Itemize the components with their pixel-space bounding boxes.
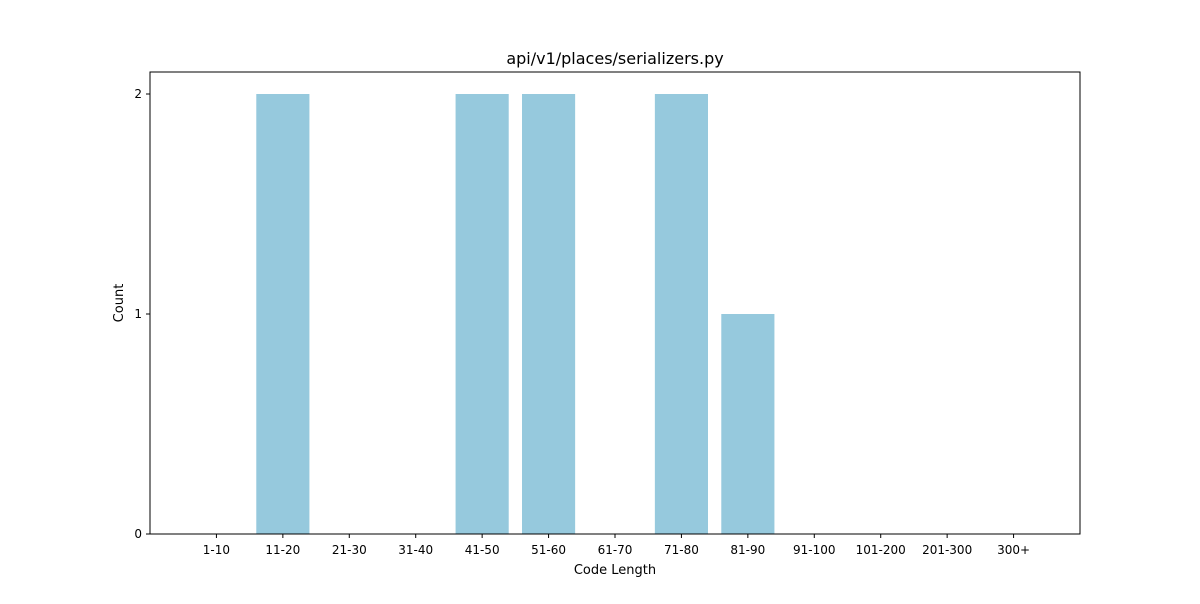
x-tick-label: 81-90 (730, 543, 765, 557)
y-axis: 0 1 2 (134, 87, 150, 541)
y-axis-label: Count (112, 284, 127, 323)
x-tick-label: 41-50 (465, 543, 500, 557)
bar-41-50 (455, 94, 509, 534)
chart-title: api/v1/places/serializers.py (506, 49, 723, 68)
x-axis-label: Code Length (574, 563, 656, 578)
y-tick-label: 0 (134, 527, 142, 541)
bar-51-60 (522, 94, 576, 534)
x-tick-label: 51-60 (531, 543, 566, 557)
x-axis: 1-10 11-20 21-30 31-40 41-50 51-60 61-70 71-80 8… (203, 534, 1030, 557)
bars-layer (256, 94, 775, 534)
x-tick-label: 1-10 (203, 543, 230, 557)
x-tick-label: 61-70 (598, 543, 633, 557)
x-tick-label: 31-40 (398, 543, 433, 557)
bar-71-80 (654, 94, 708, 534)
y-tick-label: 1 (134, 307, 142, 321)
x-tick-label: 101-200 (856, 543, 906, 557)
x-tick-label: 21-30 (332, 543, 367, 557)
bar-11-20 (256, 94, 310, 534)
bar-81-90 (721, 314, 775, 534)
x-tick-label: 11-20 (265, 543, 300, 557)
y-tick-label: 2 (134, 87, 142, 101)
x-tick-label: 91-100 (793, 543, 836, 557)
x-tick-label: 201-300 (922, 543, 972, 557)
x-tick-label: 300+ (997, 543, 1030, 557)
x-tick-label: 71-80 (664, 543, 699, 557)
